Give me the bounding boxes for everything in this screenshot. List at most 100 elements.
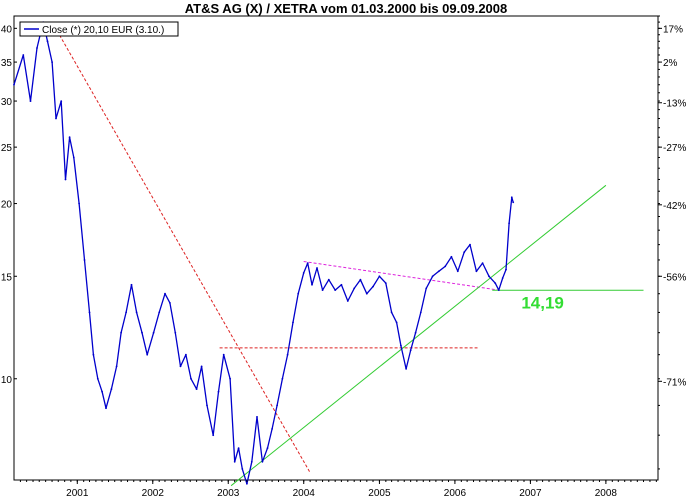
data-point — [306, 262, 309, 264]
data-point — [395, 321, 398, 324]
data-point — [36, 47, 38, 49]
data-point — [105, 407, 107, 410]
data-point — [266, 447, 269, 449]
data-point — [372, 285, 374, 288]
data-point — [60, 100, 63, 102]
data-point — [286, 353, 289, 356]
data-point — [96, 377, 99, 380]
data-point — [444, 265, 447, 268]
x-tick-label: 2002 — [142, 488, 165, 499]
trendline-downtrend — [51, 21, 311, 473]
data-point — [497, 289, 500, 291]
data-point — [409, 349, 412, 351]
data-point — [281, 377, 284, 380]
y-right-tick-label: 17% — [663, 24, 683, 35]
data-point — [222, 353, 225, 356]
data-point — [316, 267, 318, 269]
data-point — [327, 278, 330, 281]
data-point — [174, 331, 177, 334]
data-point — [321, 289, 324, 291]
data-point — [115, 365, 118, 368]
data-point — [88, 311, 91, 314]
data-point — [469, 243, 471, 246]
chart-title: AT&S AG (X) / XETRA vom 01.03.2000 bis 0… — [185, 1, 508, 16]
data-point — [256, 416, 258, 418]
y-left-tick-label: 15 — [1, 272, 13, 283]
x-tick-label: 2003 — [217, 488, 240, 499]
data-point — [200, 365, 203, 368]
data-point — [510, 196, 513, 199]
data-point — [125, 311, 127, 314]
y-right-tick-label: -13% — [663, 99, 686, 110]
data-point — [101, 390, 103, 393]
data-point — [206, 404, 208, 407]
data-point — [29, 100, 32, 102]
data-point — [378, 275, 381, 278]
data-point — [246, 482, 248, 485]
data-point — [353, 287, 356, 290]
data-point — [488, 275, 490, 278]
chart-marks — [13, 21, 644, 487]
y-left-tick-label: 35 — [1, 58, 13, 69]
data-point — [120, 331, 122, 334]
data-point — [334, 289, 337, 291]
data-point — [164, 292, 166, 295]
data-point — [158, 311, 161, 314]
data-point — [311, 283, 313, 286]
data-point — [72, 156, 75, 159]
y-right-tick-label: -56% — [663, 272, 686, 283]
y-left-tick-label: 30 — [1, 97, 13, 108]
y-left-tick-label: 40 — [1, 24, 13, 35]
data-point — [414, 331, 417, 334]
data-point — [169, 302, 171, 304]
data-point — [425, 287, 428, 290]
data-point — [390, 311, 393, 314]
data-point — [276, 404, 278, 407]
data-point — [297, 292, 300, 295]
data-point — [501, 277, 504, 279]
data-point — [237, 447, 240, 449]
data-point — [505, 268, 507, 271]
data-point — [141, 331, 143, 334]
data-point — [185, 353, 187, 356]
data-point — [384, 282, 387, 284]
data-point — [190, 377, 192, 380]
data-point — [130, 283, 133, 286]
y-left-tick-label: 20 — [1, 200, 13, 211]
data-point — [340, 283, 343, 286]
x-axis: 2001 2002 2003 2004 2005 2006 2007 2008 — [19, 480, 657, 499]
x-tick-label: 2007 — [519, 488, 542, 499]
data-point — [152, 331, 155, 334]
data-point — [475, 270, 478, 273]
data-point — [179, 365, 182, 368]
data-point — [437, 270, 440, 273]
data-point — [146, 353, 149, 356]
data-point — [431, 275, 434, 278]
data-point — [22, 54, 25, 56]
data-point — [450, 255, 453, 258]
data-point — [419, 311, 422, 314]
data-point — [64, 178, 67, 181]
y-right-tick-label: -71% — [663, 377, 686, 388]
annotation-label: 14,19 — [521, 293, 564, 312]
y-left-tick-label: 25 — [1, 143, 13, 154]
data-point — [261, 460, 264, 463]
data-point — [400, 344, 402, 347]
data-point — [233, 460, 236, 463]
annotations: 14,19 — [521, 293, 564, 312]
data-point — [92, 353, 95, 356]
data-point — [292, 321, 294, 324]
data-point — [241, 468, 244, 470]
trendline-resistance — [303, 261, 499, 291]
y-right-tick-label: -42% — [663, 201, 686, 212]
data-point — [217, 390, 220, 393]
data-point — [405, 368, 407, 370]
x-tick-label: 2006 — [444, 488, 467, 499]
data-point — [46, 40, 49, 43]
data-point — [55, 117, 57, 120]
data-point — [463, 251, 466, 254]
data-point — [456, 270, 459, 273]
legend-label: Close (*) 20,10 EUR (3.10.) — [42, 25, 164, 36]
trendline-uptrend — [230, 184, 607, 487]
